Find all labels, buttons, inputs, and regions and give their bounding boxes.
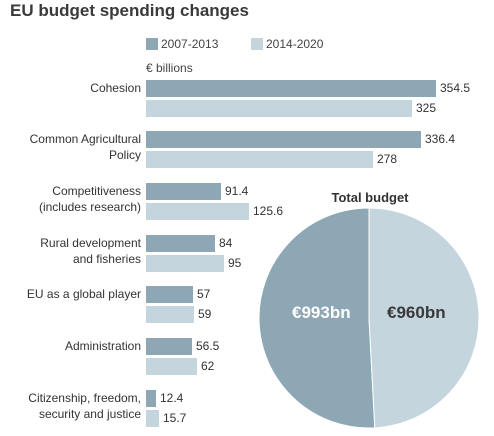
bar-series-1	[146, 390, 156, 407]
pie-slice-series-2	[368, 207, 480, 429]
pie-label-2014-2020: €960bn	[387, 303, 446, 322]
category-label-line: Common Agricultural	[29, 132, 141, 146]
category-label: Cohesion	[1, 80, 141, 96]
bar-series-2	[146, 410, 159, 427]
legend-label-series-2: 2014-2020	[266, 37, 324, 51]
value-label: 125.6	[253, 204, 284, 218]
legend-swatch-series-1	[146, 38, 158, 50]
value-label: 336.4	[425, 132, 456, 146]
bar-series-1	[146, 235, 215, 252]
bar-series-2	[146, 255, 224, 272]
chart-title: EU budget spending changes	[10, 1, 249, 20]
bar-series-1	[146, 183, 221, 200]
category-label: EU as a global player	[1, 286, 141, 302]
bar-series-2	[146, 100, 412, 117]
value-label: 59	[198, 307, 212, 321]
pie-slice-series-1	[258, 207, 376, 429]
pie-label-2007-2013: €993bn	[292, 303, 351, 322]
category-label-line: and fisheries	[72, 252, 141, 266]
pie-title: Total budget	[331, 190, 409, 205]
legend-item-series-2: 2014-2020	[251, 37, 323, 51]
category-label-line: EU as a global player	[26, 287, 141, 301]
category-label: Rural development and fisheries	[1, 235, 141, 267]
category-label-line: Competitiveness	[52, 184, 141, 198]
bar-series-2	[146, 151, 373, 168]
bar-series-1	[146, 80, 436, 97]
bar-series-2	[146, 306, 194, 323]
legend-item-series-1: 2007-2013	[146, 37, 218, 51]
value-label: 57	[197, 287, 211, 301]
value-label: 12.4	[160, 391, 184, 405]
bar-series-1	[146, 338, 192, 355]
legend-swatch-series-2	[251, 38, 263, 50]
legend-label-series-1: 2007-2013	[161, 37, 219, 51]
category-label-line: Citizenship, freedom,	[28, 391, 141, 405]
category-label: Administration	[1, 338, 141, 354]
category-label-line: Policy	[108, 148, 141, 162]
category-label-line: security and justice	[38, 407, 141, 421]
bar-series-2	[146, 358, 197, 375]
category-label: Common Agricultural Policy	[1, 131, 141, 163]
value-label: 95	[228, 256, 242, 270]
bar-series-1	[146, 131, 421, 148]
category-label-line: Rural development	[40, 236, 141, 250]
bar-series-2	[146, 203, 249, 220]
value-label: 278	[377, 152, 398, 166]
category-label: Citizenship, freedom, security and justic…	[1, 390, 141, 422]
category-label-line: Cohesion	[90, 81, 141, 95]
value-label: 15.7	[163, 411, 187, 425]
category-label: Competitiveness (includes research)	[1, 183, 141, 215]
value-label: 354.5	[440, 81, 471, 95]
unit-label: € billions	[146, 61, 193, 75]
value-label: 56.5	[196, 339, 220, 353]
value-label: 84	[219, 236, 233, 250]
value-label: 325	[416, 101, 437, 115]
value-label: 62	[201, 359, 215, 373]
category-label-line: Administration	[64, 339, 141, 353]
value-label: 91.4	[225, 184, 249, 198]
bar-series-1	[146, 286, 193, 303]
category-label-line: (includes research)	[38, 200, 141, 214]
